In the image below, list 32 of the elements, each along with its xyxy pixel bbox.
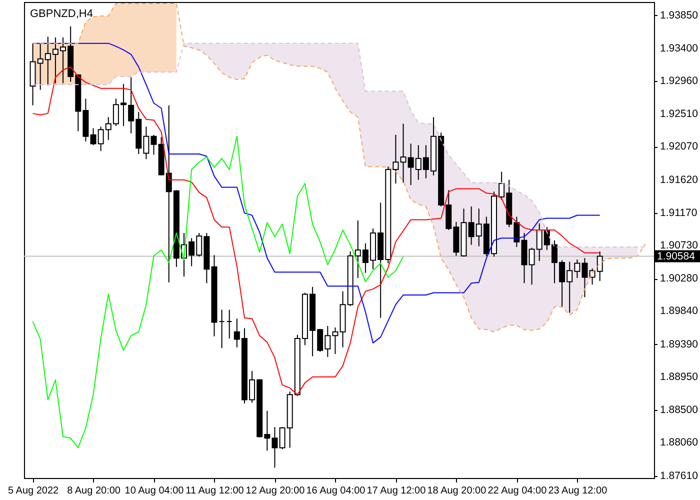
y-tick-label: 1.89390 bbox=[660, 338, 698, 350]
y-tick-label: 1.89840 bbox=[660, 305, 698, 318]
y-tick-label: 1.90280 bbox=[660, 272, 698, 285]
candlestick bbox=[218, 309, 225, 349]
x-tick-label: 12 Aug 20:00 bbox=[246, 486, 306, 496]
x-tick-label: 23 Aug 12:00 bbox=[548, 486, 608, 496]
line-series bbox=[32, 2, 646, 332]
y-tick-label: 1.92960 bbox=[660, 74, 698, 87]
x-tick-label: 10 Aug 04:00 bbox=[124, 486, 184, 496]
ref-line-label: 1.90584 bbox=[657, 250, 696, 262]
x-tick-label: 11 Aug 12:00 bbox=[186, 486, 244, 496]
y-tick-label: 1.87610 bbox=[660, 470, 698, 482]
y-tick-label: 1.88060 bbox=[660, 436, 698, 449]
y-tick-label: 1.92070 bbox=[660, 140, 698, 153]
x-tick-label: 18 Aug 20:00 bbox=[427, 486, 487, 496]
x-tick-label: 22 Aug 04:00 bbox=[488, 486, 548, 496]
y-tick-label: 1.93850 bbox=[660, 9, 698, 22]
y-tick-label: 1.88500 bbox=[660, 404, 698, 416]
y-tick-label: 1.90730 bbox=[660, 240, 698, 252]
y-tick-label: 1.93400 bbox=[660, 42, 698, 54]
x-tick-label: 16 Aug 04:00 bbox=[306, 486, 366, 496]
y-tick-label: 1.92510 bbox=[660, 108, 698, 120]
x-tick-label: 5 Aug 2022 bbox=[8, 486, 60, 496]
text: GBPNZD,H4 bbox=[30, 8, 93, 20]
y-tick-label: 1.88950 bbox=[660, 370, 698, 383]
y-tick-label: 1.91170 bbox=[660, 207, 698, 220]
line-series bbox=[32, 66, 600, 396]
line-series bbox=[32, 136, 404, 448]
y-tick-label: 1.91620 bbox=[660, 174, 698, 186]
x-tick-label: 8 Aug 20:00 bbox=[67, 486, 121, 496]
x-tick-label: 17 Aug 12:00 bbox=[366, 486, 426, 496]
candlestick bbox=[226, 309, 232, 340]
